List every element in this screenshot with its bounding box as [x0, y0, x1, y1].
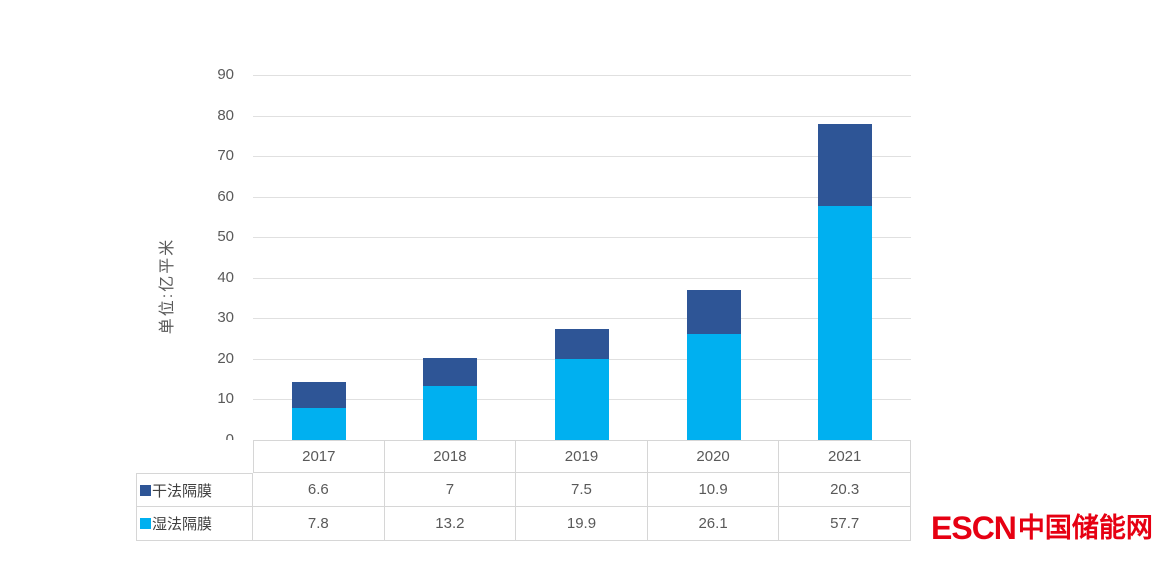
value-cell: 7.5: [516, 473, 648, 507]
bar-segment-wet-2018: [423, 386, 478, 440]
legend-label: 干法隔膜: [152, 482, 213, 500]
value-cell: 19.9: [516, 507, 648, 541]
legend-swatch: [140, 518, 151, 529]
value-cell: 7: [384, 473, 517, 507]
y-tick-label: 0: [194, 430, 234, 450]
value-cell: 6.6: [253, 473, 385, 507]
y-tick-label: 70: [217, 147, 234, 164]
gridline: [253, 116, 911, 117]
value-cell: 7.8: [253, 507, 385, 541]
y-tick-label: 40: [217, 269, 234, 286]
value-cell: 20.3: [779, 473, 911, 507]
y-tick-label: 60: [217, 188, 234, 205]
gridline: [253, 278, 911, 279]
x-axis-year-cell: 2017: [253, 440, 385, 473]
table-corner-spacer: [136, 440, 253, 473]
x-axis-year-cell: 2020: [647, 440, 780, 473]
bar-segment-wet-2019: [555, 359, 609, 440]
x-axis-year-cell: 2021: [779, 440, 911, 473]
gridline: [253, 197, 911, 198]
value-cell: 10.9: [647, 473, 780, 507]
gridline: [253, 318, 911, 319]
bar-segment-dry-2018: [423, 358, 478, 387]
legend-cell: 干法隔膜: [136, 473, 253, 507]
y-tick-label: 90: [217, 66, 234, 83]
bar-segment-dry-2019: [555, 328, 609, 360]
data-table: 2017 2018 2019 2020 2021 干法隔膜 6.6 7 7.5 10.9 20.3 湿…: [136, 440, 911, 541]
bar-segment-wet-2017: [291, 408, 346, 440]
escn-logo: ESCN 中国储能网: [931, 511, 1153, 545]
gridline: [253, 75, 911, 76]
y-tick-label: 20: [217, 350, 234, 367]
bar-segment-dry-2020: [686, 289, 741, 335]
value-cell: 57.7: [779, 507, 911, 541]
gridline: [253, 156, 911, 157]
y-tick-label: 50: [217, 228, 234, 245]
y-tick-label: 80: [217, 107, 234, 124]
x-axis-year-cell: 2019: [516, 440, 648, 473]
value-cell: 26.1: [647, 507, 780, 541]
legend-cell: 湿法隔膜: [136, 507, 253, 541]
y-tick-label: 10: [217, 390, 234, 407]
value-cell: 13.2: [384, 507, 517, 541]
bar-segment-wet-2021: [818, 205, 873, 440]
gridline: [253, 237, 911, 238]
bar-segment-dry-2017: [291, 381, 346, 409]
x-axis-year-cell: 2018: [384, 440, 517, 473]
logo-text-escn: ESCN: [931, 510, 1017, 546]
legend-swatch: [140, 484, 151, 496]
logo-text-chinese: 中国储能网: [1017, 512, 1153, 543]
bar-segment-wet-2020: [686, 334, 741, 440]
bar-segment-dry-2021: [818, 123, 873, 206]
y-tick-label: 30: [217, 309, 234, 326]
y-axis-title: 单位:亿平米: [159, 237, 176, 335]
legend-label: 湿法隔膜: [152, 516, 213, 533]
